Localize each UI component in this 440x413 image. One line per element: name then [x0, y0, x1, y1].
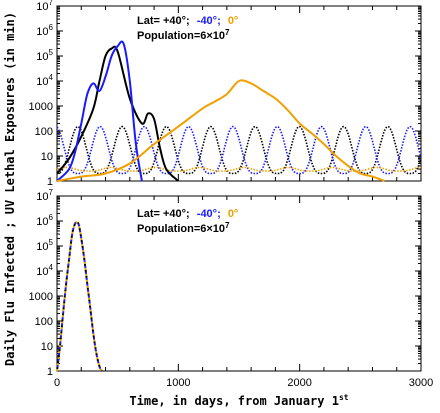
- uv-seasonal-line: [56, 166, 421, 172]
- y-tick-label: 1: [47, 366, 53, 378]
- infected-line: [56, 221, 103, 372]
- y-tick-label: 10: [41, 341, 53, 353]
- bottom-legend-population-exp: 7: [225, 221, 230, 230]
- top-panel-frame: [56, 5, 422, 182]
- y-tick-label-exp: 7: [49, 188, 54, 197]
- y-axis-label-bottom: Daily Flu Infected: [3, 236, 17, 366]
- infected-line: [56, 221, 103, 372]
- y-tick-label: 1000: [29, 101, 53, 113]
- x-tick-label: 1000: [166, 377, 190, 389]
- bottom-series-group: [56, 221, 103, 372]
- top-legend-population-label: Population=6×10: [137, 30, 225, 42]
- bottom-legend-lat-prefix: Lat=: [137, 208, 163, 220]
- uv-seasonal-line: [56, 125, 422, 175]
- x-tick-label: 2000: [287, 377, 311, 389]
- y-tick-label: 1: [47, 176, 53, 188]
- y-tick-label: 10: [41, 151, 53, 163]
- y-tick-label: 100: [35, 316, 53, 328]
- series-line: [56, 45, 180, 182]
- top-legend-lat-prefix: Lat=: [137, 15, 163, 27]
- y-tick-label: 107: [36, 188, 53, 203]
- bottom-panel-frame: [56, 195, 422, 372]
- y-tick-label-exp: 6: [49, 213, 54, 222]
- y-tick-label-base: 10: [36, 51, 48, 63]
- top-series-group: [56, 40, 422, 182]
- y-tick-label: 100: [35, 126, 53, 138]
- y-tick-label: 104: [36, 73, 53, 88]
- x-tick-label: 3000: [409, 377, 433, 389]
- y-tick-label-exp: 4: [49, 263, 54, 272]
- series-line: [56, 40, 143, 182]
- infected-line: [56, 221, 103, 372]
- bottom-legend-lat-plus40: +40°;: [163, 208, 190, 220]
- y-tick-label-exp: 7: [49, 0, 54, 7]
- top-legend-population-exp: 7: [225, 28, 230, 37]
- y-tick-label: 105: [36, 48, 53, 63]
- top-legend-lat: Lat= +40°; -40°; 0°: [137, 15, 238, 27]
- y-tick-label-exp: 5: [49, 48, 54, 57]
- x-ticks: 0 1000 2000 3000: [54, 6, 433, 389]
- bottom-legend-population-label: Population=6×10: [137, 223, 225, 235]
- y-tick-label-base: 10: [36, 241, 48, 253]
- y-tick-label-base: 10: [36, 216, 48, 228]
- x-axis-label-super: st: [339, 393, 349, 402]
- y-tick-label: 106: [36, 23, 53, 38]
- y-axis-label-top: UV Lethal Exposures (in min): [3, 12, 17, 214]
- y-tick-label-base: 10: [36, 266, 48, 278]
- y-tick-label: 106: [36, 213, 53, 228]
- bottom-legend-population: Population=6×107: [137, 221, 230, 235]
- y-tick-label-exp: 4: [49, 73, 54, 82]
- y-tick-label: 107: [36, 0, 53, 13]
- series-line: [56, 79, 385, 182]
- top-legend-lat-zero: 0°: [228, 15, 239, 27]
- y-axis-label: Daily Flu Infected ; UV Lethal Exposures…: [3, 12, 17, 366]
- y-tick-label-exp: 6: [49, 23, 54, 32]
- y-tick-label: 104: [36, 263, 53, 278]
- y-tick-label-base: 10: [36, 26, 48, 38]
- y-tick-label-base: 10: [36, 76, 48, 88]
- bottom-legend-lat-minus40: -40°;: [197, 208, 221, 220]
- y-tick-label: 1000: [29, 291, 53, 303]
- y-tick-label-base: 10: [36, 1, 48, 13]
- top-legend-lat-plus40: +40°;: [163, 15, 190, 27]
- bottom-legend-lat: Lat= +40°; -40°; 0°: [137, 208, 238, 220]
- x-tick-label: 0: [54, 377, 60, 389]
- x-axis-label: Time, in days, from January 1st: [129, 393, 348, 408]
- top-legend-population: Population=6×107: [137, 28, 230, 42]
- top-legend-lat-minus40: -40°;: [197, 15, 221, 27]
- y-tick-label-exp: 5: [49, 238, 54, 247]
- uv-seasonal-line: [56, 125, 422, 175]
- y-tick-label-base: 10: [36, 191, 48, 203]
- x-axis-label-main: Time, in days, from January 1: [129, 394, 339, 408]
- bottom-legend-lat-zero: 0°: [228, 208, 239, 220]
- y-tick-label: 105: [36, 238, 53, 253]
- y-axis-label-sep: ;: [3, 214, 17, 236]
